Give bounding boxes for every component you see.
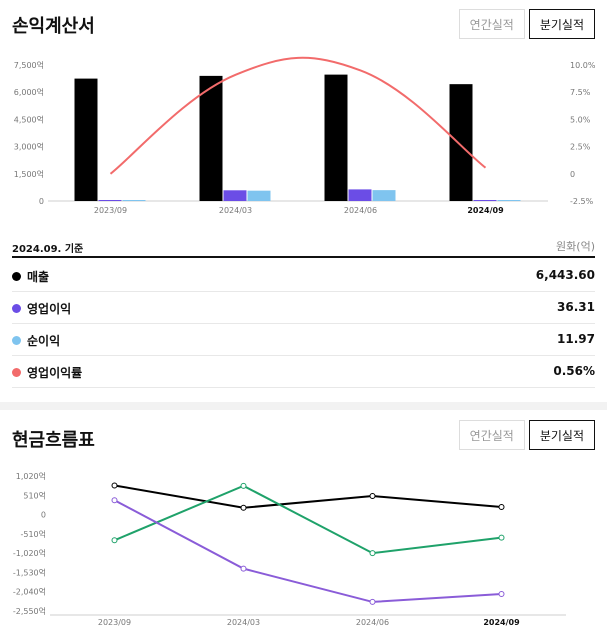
income-statement-section: 손익계산서 연간실적 분기실적 7,500억 6,000억 4,500억 3,000억… bbox=[12, 9, 596, 388]
cashflow-chart: 1,020억 510억 0 -510억 -1,020억 -1,530억 -2,040억 -2,… bbox=[13, 471, 566, 627]
income-title: 손익계산서 bbox=[12, 16, 95, 37]
x-tick-label: 2024/03 bbox=[227, 618, 260, 627]
y2-tick-label: 10.0% bbox=[570, 61, 596, 70]
quarterly-button[interactable]: 분기실적 bbox=[528, 9, 595, 39]
unit-label: 원화(억) bbox=[556, 240, 595, 253]
cashflow-point bbox=[111, 537, 118, 544]
income-period-toggle: 연간실적 분기실적 bbox=[458, 9, 595, 39]
bar-net-income bbox=[497, 200, 521, 201]
legend-value: 11.97 bbox=[557, 332, 595, 346]
y-tick-label: -2,550억 bbox=[13, 606, 46, 616]
income-chart: 7,500억 6,000억 4,500억 3,000억 1,500억 0 10.0% 7.5%… bbox=[14, 56, 596, 215]
cashflow-point bbox=[111, 497, 118, 504]
y-tick-label: -510억 bbox=[20, 529, 46, 539]
x-tick-label: 2024/09 bbox=[467, 206, 504, 215]
cashflow-point bbox=[369, 598, 376, 605]
x-tick-label: 2024/09 bbox=[483, 618, 520, 627]
y-tick-label: 0 bbox=[39, 197, 44, 206]
cashflow-point bbox=[498, 534, 505, 541]
bar-revenue bbox=[199, 75, 223, 201]
y-tick-label: 3,000억 bbox=[14, 142, 44, 152]
cashflow-point bbox=[498, 504, 505, 511]
y-tick-label: 6,000억 bbox=[14, 87, 44, 97]
legend-header: 2024.09. 기준 원화(억) bbox=[12, 236, 595, 258]
legend-name: 영업이익률 bbox=[27, 366, 83, 380]
cashflow-point bbox=[369, 493, 376, 500]
cashflow-point bbox=[111, 482, 118, 489]
cashflow-point bbox=[240, 565, 247, 572]
cashflow-point bbox=[498, 590, 505, 597]
y-tick-label: 7,500억 bbox=[14, 60, 44, 70]
cashflow-series-line-3 bbox=[114, 499, 502, 603]
legend-row-operating-margin: 영업이익률 0.56% bbox=[12, 356, 595, 388]
annual-button[interactable]: 연간실적 bbox=[458, 9, 525, 39]
bar-operating-profit bbox=[348, 189, 372, 201]
basis-date: 2024.09. 기준 bbox=[12, 244, 84, 255]
x-tick-label: 2024/06 bbox=[344, 206, 377, 215]
bar-net-income bbox=[372, 190, 396, 201]
cashflow-series-line-1 bbox=[114, 484, 502, 509]
x-tick-label: 2024/06 bbox=[356, 618, 389, 627]
y2-tick-label: 7.5% bbox=[570, 88, 591, 97]
legend-name: 순이익 bbox=[27, 334, 61, 348]
legend-value: 6,443.60 bbox=[535, 268, 595, 282]
bar-operating-profit bbox=[473, 200, 497, 201]
legend-dot bbox=[12, 272, 21, 281]
bar-revenue bbox=[449, 84, 473, 201]
legend-value: 36.31 bbox=[557, 300, 595, 314]
bar-operating-profit bbox=[223, 190, 247, 201]
quarterly-button[interactable]: 분기실적 bbox=[528, 420, 595, 450]
bar-revenue bbox=[74, 78, 98, 201]
annual-button[interactable]: 연간실적 bbox=[458, 420, 525, 450]
y-tick-label: 1,020억 bbox=[16, 471, 46, 481]
legend-dot bbox=[12, 368, 21, 377]
y-tick-label: 4,500억 bbox=[14, 114, 44, 124]
x-tick-label: 2023/09 bbox=[98, 618, 131, 627]
cashflow-point bbox=[369, 550, 376, 557]
cashflow-point bbox=[240, 504, 247, 511]
y-tick-label: 1,500억 bbox=[14, 169, 44, 179]
x-tick-label: 2024/03 bbox=[219, 206, 252, 215]
bar-operating-profit bbox=[98, 200, 122, 201]
legend-row-net-income: 순이익 11.97 bbox=[12, 324, 595, 356]
legend-dot bbox=[12, 336, 21, 345]
legend-name: 영업이익 bbox=[27, 302, 72, 316]
bar-net-income bbox=[247, 190, 271, 201]
cashflow-period-toggle: 연간실적 분기실적 bbox=[458, 420, 595, 450]
legend-value: 0.56% bbox=[553, 364, 595, 378]
legend-row-revenue: 매출 6,443.60 bbox=[12, 260, 595, 292]
cashflow-series-line-2 bbox=[114, 484, 502, 555]
y-tick-label: -2,040억 bbox=[13, 587, 46, 597]
y-tick-label: 510억 bbox=[23, 490, 46, 500]
x-tick-label: 2023/09 bbox=[94, 206, 127, 215]
y2-tick-label: 2.5% bbox=[570, 143, 591, 152]
cashflow-title: 현금흐름표 bbox=[12, 430, 95, 451]
cashflow-point bbox=[240, 482, 247, 489]
section-divider bbox=[0, 402, 607, 410]
legend-dot bbox=[12, 304, 21, 313]
legend-name: 매출 bbox=[27, 270, 50, 284]
y-tick-label: 0 bbox=[41, 511, 46, 520]
operating-margin-line bbox=[109, 56, 487, 175]
bar-revenue bbox=[324, 74, 348, 201]
legend-row-operating-profit: 영업이익 36.31 bbox=[12, 292, 595, 324]
y2-tick-label: 5.0% bbox=[570, 115, 591, 124]
y2-tick-label: 0 bbox=[570, 170, 575, 179]
y-tick-label: -1,530억 bbox=[13, 567, 46, 577]
bar-net-income bbox=[122, 200, 146, 201]
y2-tick-label: -2.5% bbox=[570, 197, 594, 206]
y-tick-label: -1,020억 bbox=[13, 548, 46, 558]
cashflow-section: 현금흐름표 연간실적 분기실적 1,020억 510억 0 -510억 -1,020억 -… bbox=[0, 410, 607, 632]
